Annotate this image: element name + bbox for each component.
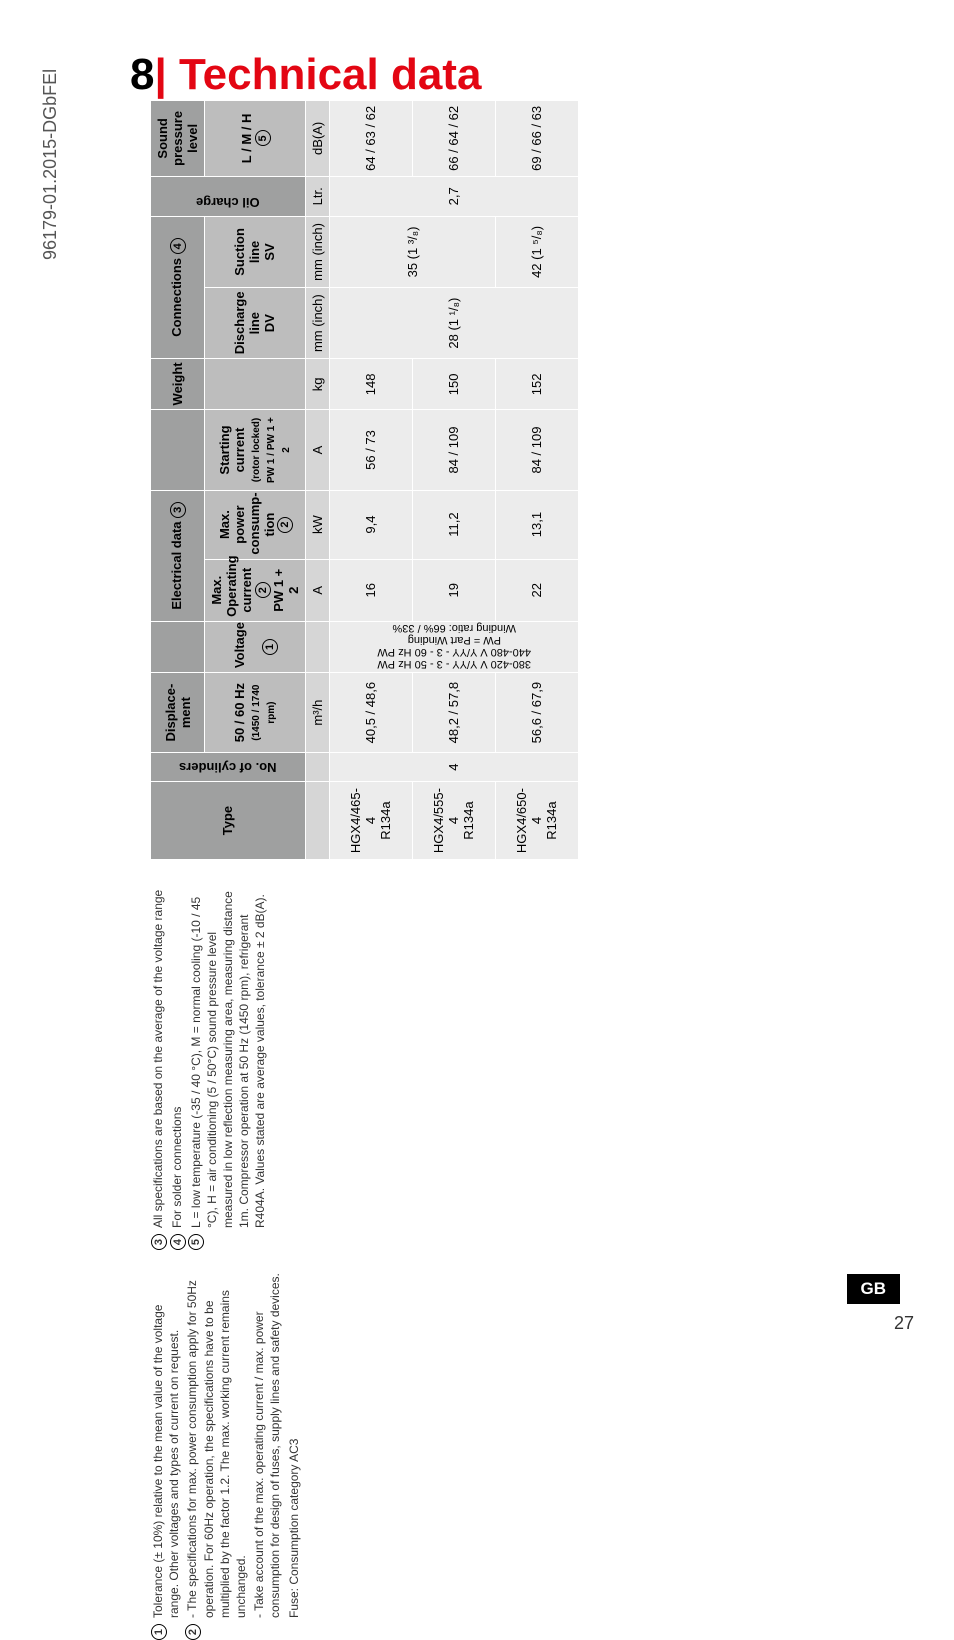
cell-voltage-block: 380-420 V Y/YY - 3 - 50 Hz PW 440-480 V … — [334, 622, 574, 670]
cell-sv-bot: 42 (1 ⁵/₈) — [495, 216, 578, 287]
unit-mm2: mm (inch) — [305, 216, 329, 287]
sub-displace: 50 / 60 Hz(1450 / 1740 rpm) — [205, 673, 306, 753]
note-row: 3All specifications are based on the ave… — [150, 880, 167, 1250]
doc-code: 96179-01.2015-DGbFEl — [40, 69, 61, 260]
note-text: All specifications are based on the aver… — [150, 880, 166, 1228]
cell-oil: 2,7 — [329, 176, 578, 216]
note-text: Tolerance (± 10%) relative to the mean v… — [150, 1270, 182, 1618]
unit-a1: A — [305, 559, 329, 621]
circle-2b-icon: 2 — [277, 517, 293, 533]
cell-start-1: 84 / 109 — [412, 410, 495, 490]
cell-type-1: HGX4/555-4 R134a — [412, 782, 495, 860]
sub-weight-blank — [205, 359, 306, 410]
sub-suct: SuctionlineSV — [205, 216, 306, 287]
cell-start-0: 56 / 73 — [329, 410, 412, 490]
cell-nocyl: 4 — [329, 753, 578, 782]
cell-sound-1: 66 / 64 / 62 — [412, 101, 495, 177]
language-tag: GB — [847, 1274, 901, 1304]
note-row: 5L = low temperature (-35 / 40 °C), M = … — [188, 880, 269, 1250]
cell-sv-top: 35 (1 ³/₈) — [329, 216, 495, 287]
footnotes-right: 3All specifications are based on the ave… — [150, 880, 304, 1250]
footnotes: 1Tolerance (± 10%) relative to the mean … — [150, 920, 430, 1640]
unit-blank2 — [305, 753, 329, 782]
hdr-sound: Soundpressurelevel — [151, 101, 205, 177]
circle-1-icon: 1 — [262, 639, 278, 655]
bullet-3-icon: 3 — [150, 1228, 167, 1250]
sub-start: Startingcurrent(rotor locked)PW 1 / PW 1… — [205, 410, 306, 490]
cell-sound-0: 64 / 63 / 62 — [329, 101, 412, 177]
hdr-weight: Weight — [151, 359, 205, 410]
note-row: - Take account of the max. operating cur… — [251, 1270, 283, 1640]
sub-lmh: L / M / H 5 — [205, 101, 306, 177]
hdr-conn: Connections 4 — [151, 216, 205, 358]
cell-sound-2: 69 / 66 / 63 — [495, 101, 578, 177]
cell-op-0: 16 — [329, 559, 412, 621]
hdr-elec: Electrical data 3 — [151, 490, 205, 621]
hdr-oil: Oil charge — [188, 193, 268, 212]
cell-disp-0: 40,5 / 48,6 — [329, 673, 412, 753]
cell-type-0: HGX4/465-4 R134a — [329, 782, 412, 860]
cell-pow-0: 9,4 — [329, 490, 412, 559]
unit-kg: kg — [305, 359, 329, 410]
unit-m3h: m³/h — [305, 673, 329, 753]
unit-ltr: Ltr. — [305, 176, 329, 216]
sub-maxop: Max.Operatingcurrent2PW 1 + 2 — [205, 559, 306, 621]
unit-voltage-blank — [305, 621, 329, 672]
note-text: L = low temperature (-35 / 40 °C), M = n… — [188, 880, 269, 1228]
note-row: 4For solder connections — [169, 880, 186, 1250]
cell-type-2: HGX4/650-4 R134a — [495, 782, 578, 860]
note-text: For solder connections — [169, 880, 185, 1228]
unit-blank1 — [305, 782, 329, 860]
circle-4-icon: 4 — [170, 238, 186, 254]
note-row: 2- The specifications for max. power con… — [184, 1270, 249, 1640]
title-num: 8 — [130, 50, 154, 99]
bullet-5-icon: 5 — [188, 1228, 205, 1250]
page-number: 27 — [894, 1313, 914, 1334]
circle-2a-icon: 2 — [255, 582, 271, 598]
hdr-no-cyl: No. of cylinders — [171, 758, 285, 777]
spec-table: Type No. of cylinders Displace-ment Elec… — [150, 100, 579, 860]
cell-start-2: 84 / 109 — [495, 410, 578, 490]
page: 96179-01.2015-DGbFEl 8| Technical data — [0, 0, 954, 1354]
hdr-type: Type — [151, 782, 306, 860]
footnotes-left: 1Tolerance (± 10%) relative to the mean … — [150, 1270, 304, 1640]
unit-kw: kW — [305, 490, 329, 559]
hdr-start-blank — [151, 410, 205, 490]
cell-pow-1: 11,2 — [412, 490, 495, 559]
cell-disp-2: 56,6 / 67,9 — [495, 673, 578, 753]
sub-maxpow: Max.powerconsump-tion2 — [205, 490, 306, 559]
page-title: 8| Technical data — [130, 50, 481, 100]
unit-mm1: mm (inch) — [305, 288, 329, 359]
hdr-displace: Displace-ment — [151, 673, 205, 753]
note-text: - Take account of the max. operating cur… — [251, 1270, 283, 1618]
note-row: 1Tolerance (± 10%) relative to the mean … — [150, 1270, 182, 1640]
title-sep: | — [154, 50, 166, 99]
note-row: Fuse: Consumption category AC3 — [286, 1270, 302, 1640]
cell-wt-0: 148 — [329, 359, 412, 410]
sub-disch: DischargelineDV — [205, 288, 306, 359]
note-text: - The specifications for max. power cons… — [184, 1270, 249, 1618]
title-word: Technical data — [179, 50, 481, 99]
cell-disp-1: 48,2 / 57,8 — [412, 673, 495, 753]
cell-dv: 28 (1 ¹/₈) — [329, 288, 578, 359]
table-rotated-wrap: Type No. of cylinders Displace-ment Elec… — [150, 140, 910, 860]
circle-5-icon: 5 — [255, 130, 271, 146]
bullet-2-icon: 2 — [184, 1618, 201, 1640]
sub-voltage: Voltage1 — [205, 621, 306, 672]
unit-dba: dB(A) — [305, 101, 329, 177]
cell-pow-2: 13,1 — [495, 490, 578, 559]
circle-3-icon: 3 — [170, 502, 186, 518]
cell-wt-2: 152 — [495, 359, 578, 410]
bullet-1-icon: 1 — [150, 1618, 167, 1640]
cell-op-2: 22 — [495, 559, 578, 621]
cell-wt-1: 150 — [412, 359, 495, 410]
hdr-voltage-blank — [151, 621, 205, 672]
unit-a2: A — [305, 410, 329, 490]
bullet-4-icon: 4 — [169, 1228, 186, 1250]
note-text: Fuse: Consumption category AC3 — [286, 1270, 302, 1618]
cell-op-1: 19 — [412, 559, 495, 621]
